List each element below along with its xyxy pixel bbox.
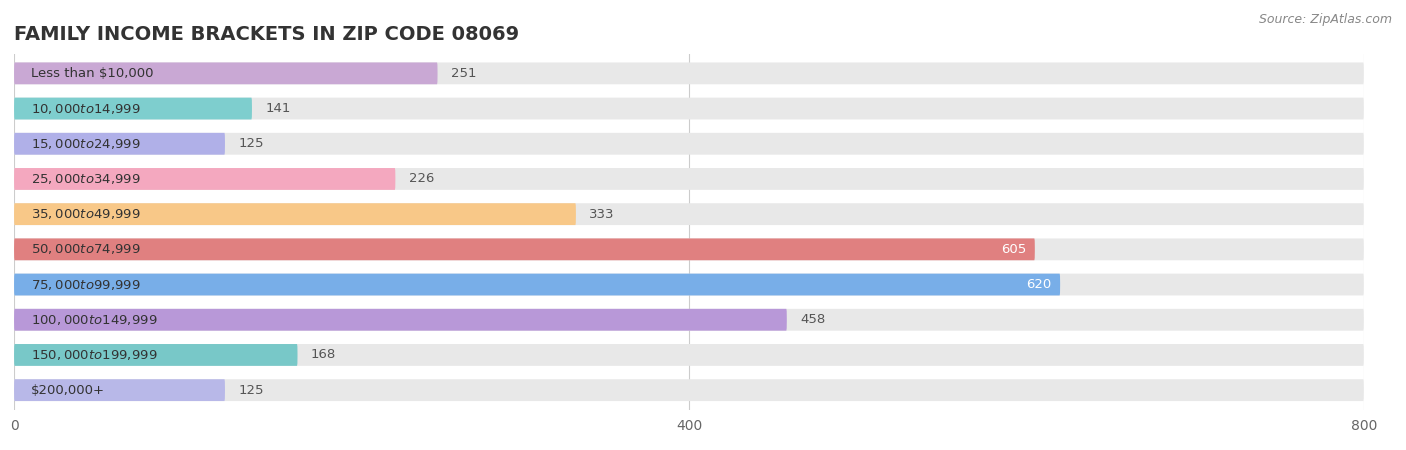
Text: 251: 251 — [451, 67, 477, 80]
Text: 168: 168 — [311, 348, 336, 361]
Text: 458: 458 — [800, 313, 825, 326]
FancyBboxPatch shape — [14, 133, 225, 155]
Text: 605: 605 — [1001, 243, 1026, 256]
FancyBboxPatch shape — [14, 379, 1364, 401]
Text: 620: 620 — [1026, 278, 1052, 291]
FancyBboxPatch shape — [14, 238, 1035, 260]
Text: Less than $10,000: Less than $10,000 — [31, 67, 153, 80]
FancyBboxPatch shape — [14, 133, 1364, 155]
Text: 333: 333 — [589, 207, 614, 220]
FancyBboxPatch shape — [14, 203, 1364, 225]
FancyBboxPatch shape — [14, 309, 1364, 331]
FancyBboxPatch shape — [14, 98, 252, 119]
FancyBboxPatch shape — [14, 344, 298, 366]
FancyBboxPatch shape — [14, 63, 1364, 84]
Text: 141: 141 — [266, 102, 291, 115]
Text: $150,000 to $199,999: $150,000 to $199,999 — [31, 348, 157, 362]
FancyBboxPatch shape — [14, 238, 1364, 260]
FancyBboxPatch shape — [14, 168, 1364, 190]
FancyBboxPatch shape — [14, 168, 395, 190]
Text: Source: ZipAtlas.com: Source: ZipAtlas.com — [1258, 14, 1392, 27]
Text: $75,000 to $99,999: $75,000 to $99,999 — [31, 278, 141, 292]
Text: $10,000 to $14,999: $10,000 to $14,999 — [31, 102, 141, 116]
FancyBboxPatch shape — [14, 379, 225, 401]
Text: FAMILY INCOME BRACKETS IN ZIP CODE 08069: FAMILY INCOME BRACKETS IN ZIP CODE 08069 — [14, 25, 519, 44]
Text: 125: 125 — [239, 384, 264, 396]
Text: $25,000 to $34,999: $25,000 to $34,999 — [31, 172, 141, 186]
FancyBboxPatch shape — [14, 98, 1364, 119]
FancyBboxPatch shape — [14, 274, 1060, 296]
FancyBboxPatch shape — [14, 63, 437, 84]
Text: $100,000 to $149,999: $100,000 to $149,999 — [31, 313, 157, 327]
FancyBboxPatch shape — [14, 309, 787, 331]
FancyBboxPatch shape — [14, 203, 576, 225]
Text: $50,000 to $74,999: $50,000 to $74,999 — [31, 243, 141, 256]
FancyBboxPatch shape — [14, 274, 1364, 296]
FancyBboxPatch shape — [14, 344, 1364, 366]
Text: $15,000 to $24,999: $15,000 to $24,999 — [31, 137, 141, 151]
Text: $35,000 to $49,999: $35,000 to $49,999 — [31, 207, 141, 221]
Text: 125: 125 — [239, 137, 264, 150]
Text: 226: 226 — [409, 172, 434, 185]
Text: $200,000+: $200,000+ — [31, 384, 105, 396]
